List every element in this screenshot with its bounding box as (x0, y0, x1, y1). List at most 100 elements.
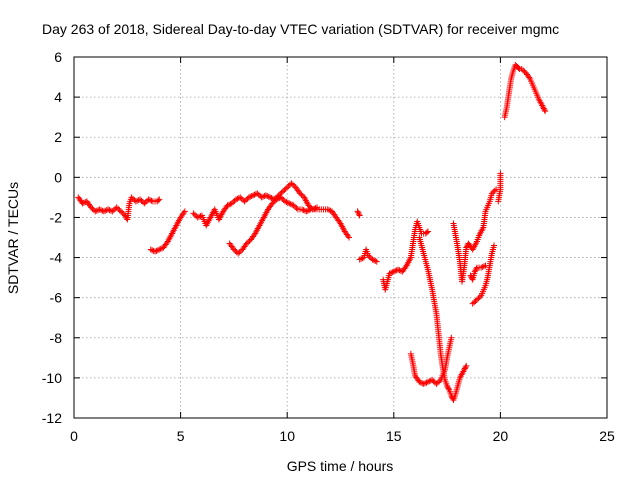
data-point (478, 264, 485, 271)
data-point (260, 193, 267, 200)
data-point (305, 202, 312, 209)
data-point (277, 191, 284, 198)
data-point (290, 202, 297, 209)
y-axis-label: SDTVAR / TECUs (5, 182, 21, 294)
data-point (137, 196, 144, 203)
data-point (282, 198, 289, 205)
data-point (303, 208, 310, 215)
data-point (194, 214, 201, 221)
data-point (191, 211, 198, 218)
data-point (416, 378, 423, 385)
data-point (445, 385, 452, 392)
data-point (155, 197, 162, 204)
data-point (422, 380, 429, 387)
data-point (293, 205, 300, 212)
data-point (123, 215, 130, 222)
data-point (243, 240, 250, 247)
data-point (117, 208, 124, 215)
data-point (471, 268, 478, 275)
data-point (356, 212, 363, 219)
data-point (481, 263, 488, 270)
data-point (296, 190, 303, 197)
y-tick-label: 4 (54, 89, 62, 105)
data-point (433, 380, 440, 387)
data-point (262, 192, 269, 199)
data-point (463, 362, 470, 369)
data-point (518, 66, 525, 73)
x-tick-label: 15 (386, 428, 402, 444)
data-point (285, 183, 292, 190)
x-tick-label: 5 (177, 428, 185, 444)
x-tick-label: 10 (279, 428, 295, 444)
data-point (233, 196, 240, 203)
data-point (230, 199, 237, 206)
data-point (462, 364, 469, 371)
data-point (235, 250, 242, 257)
data-point (142, 199, 149, 206)
data-point (157, 245, 164, 252)
data-point (250, 192, 257, 199)
data-point (190, 210, 197, 217)
data-point (245, 194, 252, 201)
data-point (473, 265, 480, 272)
data-point (429, 376, 436, 383)
y-tick-label: -4 (50, 250, 63, 266)
data-point (129, 195, 136, 202)
data-point (241, 198, 248, 205)
data-point (434, 379, 441, 386)
data-point (540, 104, 547, 111)
data-point (461, 366, 468, 373)
data-point (281, 187, 288, 194)
data-point (242, 197, 249, 204)
data-point (311, 205, 318, 212)
data-point (279, 188, 286, 195)
data-point (386, 270, 393, 277)
y-tick-label: -10 (42, 370, 62, 386)
data-point (299, 206, 306, 213)
y-tick-label: -6 (50, 290, 63, 306)
data-point (153, 247, 160, 254)
data-point (283, 199, 290, 206)
x-tick-label: 25 (599, 428, 615, 444)
chart-title: Day 263 of 2018, Sidereal Day-to-day VTE… (42, 21, 559, 37)
data-point (88, 204, 95, 211)
data-point (141, 200, 148, 207)
data-point (354, 208, 361, 215)
data-point (292, 203, 299, 210)
data-point (156, 246, 163, 253)
data-point (491, 187, 498, 194)
data-point (515, 65, 522, 72)
data-point (423, 379, 430, 386)
data-point (273, 196, 280, 203)
data-point (247, 193, 254, 200)
data-point (245, 239, 252, 246)
data-point (278, 189, 285, 196)
data-point (279, 195, 286, 202)
data-point (417, 379, 424, 386)
data-point (116, 207, 123, 214)
data-point (469, 300, 476, 307)
data-point (135, 197, 142, 204)
data-point (540, 105, 547, 112)
data-point (520, 67, 527, 74)
data-point (366, 253, 373, 260)
data-point (471, 299, 478, 306)
data-point (497, 170, 504, 177)
series-sdtvar (75, 62, 549, 403)
x-tick-label: 20 (493, 428, 509, 444)
data-point (147, 197, 154, 204)
data-point (306, 203, 313, 210)
data-point (304, 207, 311, 214)
data-point (541, 106, 548, 113)
data-point (358, 255, 365, 262)
data-point (102, 207, 109, 214)
data-point (444, 384, 451, 391)
data-point (149, 247, 156, 254)
data-point (346, 234, 353, 241)
data-point (387, 269, 394, 276)
data-point (448, 334, 455, 341)
data-point (286, 200, 293, 207)
data-point (288, 180, 295, 187)
